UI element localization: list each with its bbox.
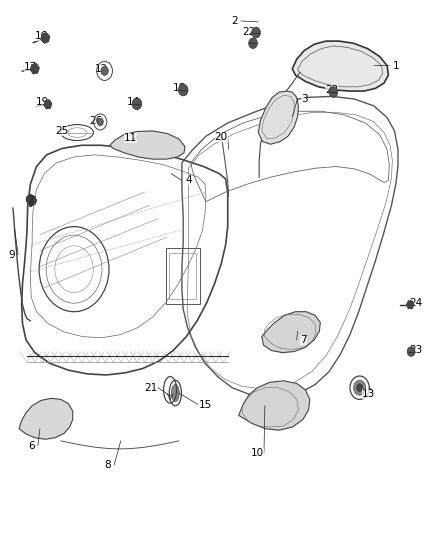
Circle shape xyxy=(101,67,108,75)
Text: 24: 24 xyxy=(409,297,422,308)
Polygon shape xyxy=(41,33,49,43)
Polygon shape xyxy=(31,64,39,74)
Polygon shape xyxy=(262,312,320,353)
Text: 3: 3 xyxy=(301,93,307,103)
Text: 13: 13 xyxy=(362,389,375,399)
Polygon shape xyxy=(407,301,413,309)
Polygon shape xyxy=(26,194,36,207)
Text: 21: 21 xyxy=(145,383,158,393)
Polygon shape xyxy=(31,64,39,74)
Polygon shape xyxy=(292,41,389,91)
Circle shape xyxy=(353,380,366,395)
Text: 8: 8 xyxy=(104,460,111,470)
Text: 11: 11 xyxy=(124,133,138,143)
Text: 22: 22 xyxy=(325,85,338,95)
Text: 12: 12 xyxy=(95,64,108,74)
Circle shape xyxy=(356,383,363,392)
Circle shape xyxy=(178,84,188,96)
Text: 25: 25 xyxy=(55,126,68,136)
Text: 20: 20 xyxy=(215,132,228,142)
Text: 7: 7 xyxy=(300,335,307,345)
Ellipse shape xyxy=(171,384,179,401)
Polygon shape xyxy=(41,33,49,43)
Text: 2: 2 xyxy=(231,16,237,26)
Circle shape xyxy=(407,347,415,357)
Text: 19: 19 xyxy=(35,96,49,107)
Text: 17: 17 xyxy=(24,62,37,71)
Circle shape xyxy=(252,27,261,38)
Text: 15: 15 xyxy=(198,400,212,410)
Polygon shape xyxy=(239,381,310,430)
Circle shape xyxy=(329,87,338,98)
Polygon shape xyxy=(44,100,52,109)
Polygon shape xyxy=(19,398,73,439)
Text: 26: 26 xyxy=(89,116,102,126)
Polygon shape xyxy=(44,100,52,109)
Polygon shape xyxy=(110,131,185,159)
Text: 1: 1 xyxy=(392,61,399,70)
Text: 14: 14 xyxy=(127,96,141,107)
Polygon shape xyxy=(407,301,413,309)
Text: 10: 10 xyxy=(251,448,264,457)
Circle shape xyxy=(249,38,258,49)
Text: 9: 9 xyxy=(8,250,15,260)
Text: 16: 16 xyxy=(35,31,48,41)
Text: 4: 4 xyxy=(185,175,192,185)
Bar xyxy=(166,248,200,304)
Circle shape xyxy=(97,118,103,126)
Text: 23: 23 xyxy=(409,345,422,356)
Circle shape xyxy=(132,98,142,110)
Text: 6: 6 xyxy=(28,441,35,451)
Bar xyxy=(169,253,196,300)
Text: 18: 18 xyxy=(173,83,186,93)
Polygon shape xyxy=(258,91,298,144)
Text: 22: 22 xyxy=(242,27,255,37)
